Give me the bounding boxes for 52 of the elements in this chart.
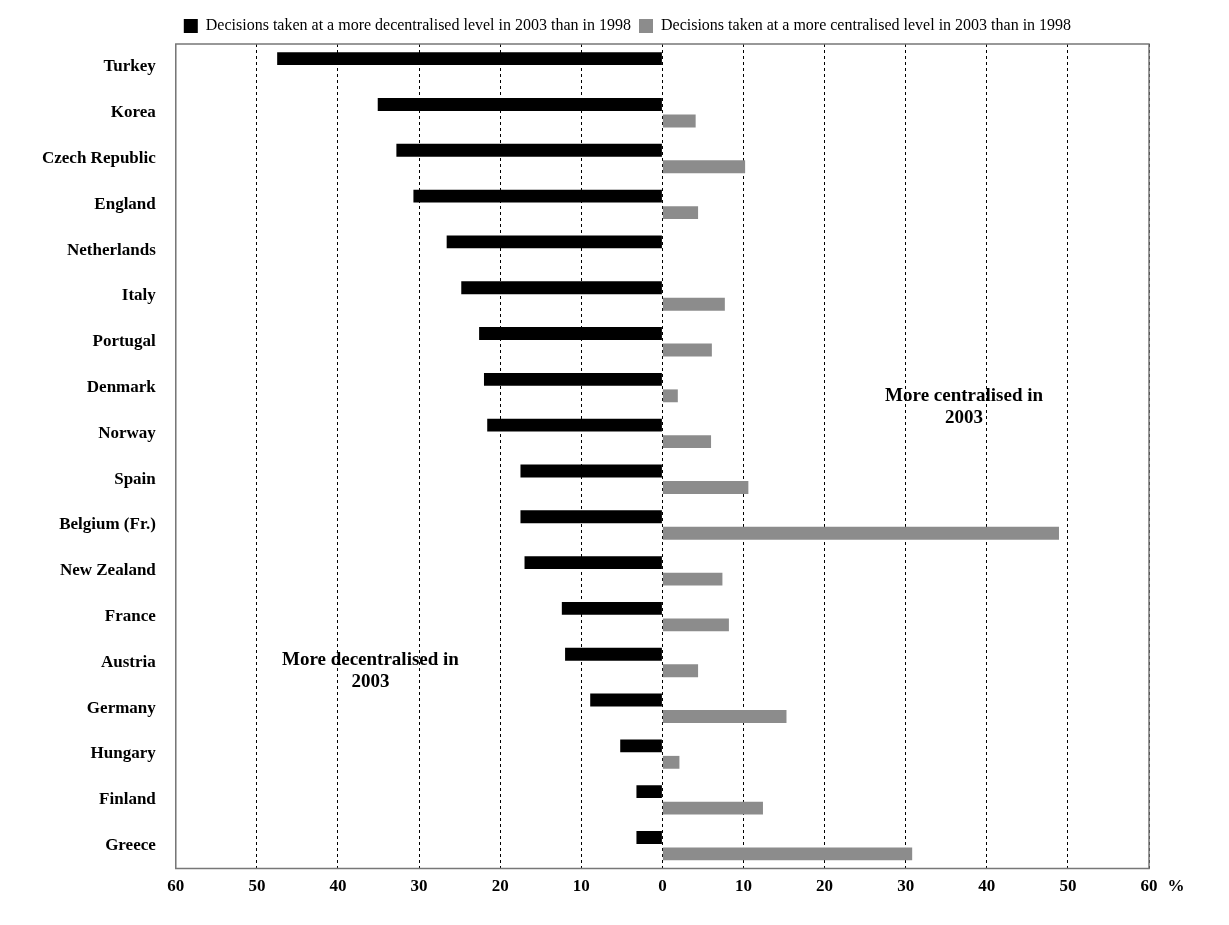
y-tick-label: Denmark — [86, 376, 157, 396]
y-tick-label: Germany — [86, 697, 157, 717]
y-tick-label: Finland — [99, 789, 157, 809]
bar — [662, 526, 1059, 540]
bar — [662, 481, 749, 494]
x-tick-label: 0 — [658, 876, 667, 896]
y-tick-label: Turkey — [103, 56, 157, 76]
y-tick-label: England — [94, 193, 157, 213]
bar — [662, 343, 712, 357]
y-tick-label: Austria — [101, 651, 157, 671]
y-tick-label: Korea — [110, 102, 157, 122]
legend-label: Decisions taken at a more decentralised level in 2003 than in 1998 — [205, 16, 631, 34]
x-axis-title: % — [1167, 875, 1185, 895]
bar — [662, 847, 913, 861]
x-tick-label: 30 — [410, 876, 428, 896]
legend-label: Decisions taken at a more centralised level in 2003 than in 1998 — [661, 16, 1072, 34]
y-tick-label: Belgium (Fr.) — [59, 514, 156, 534]
x-tick-label: 20 — [816, 876, 834, 896]
y-tick-label: Czech Republic — [42, 147, 157, 167]
annotation: More decentralised in 2003 — [281, 647, 460, 691]
y-tick-label: New Zealand — [59, 560, 157, 580]
bar — [662, 755, 680, 769]
bar — [662, 297, 725, 311]
x-tick-label: 60 — [167, 876, 185, 896]
x-tick-label: 10 — [735, 876, 752, 896]
y-tick-label: Portugal — [92, 331, 157, 351]
bar — [662, 389, 678, 403]
bar — [662, 801, 763, 815]
bar — [662, 114, 696, 128]
bar — [662, 710, 787, 723]
bar — [662, 206, 699, 220]
y-tick-label: Greece — [105, 835, 157, 855]
y-tick-label: Norway — [98, 422, 157, 442]
bar — [662, 435, 712, 449]
x-tick-label: 40 — [978, 876, 996, 896]
x-tick-label: 50 — [1059, 876, 1077, 896]
y-tick-label: Netherlands — [67, 239, 157, 259]
x-tick-label: 50 — [248, 876, 266, 896]
bar — [662, 572, 723, 586]
bar — [662, 618, 729, 632]
x-tick-label: 20 — [491, 876, 509, 896]
x-tick-label: 40 — [329, 876, 347, 896]
y-tick-label: Spain — [114, 468, 157, 488]
x-tick-label: 60 — [1140, 876, 1158, 896]
y-tick-label: Italy — [121, 285, 157, 305]
y-tick-label: France — [104, 606, 157, 626]
bar — [662, 160, 746, 174]
y-tick-label: Hungary — [90, 743, 157, 763]
annotation: More centralised in 2003 — [885, 383, 1044, 427]
x-tick-label: 10 — [572, 876, 590, 896]
x-tick-label: 30 — [897, 876, 915, 896]
bar — [662, 664, 699, 678]
